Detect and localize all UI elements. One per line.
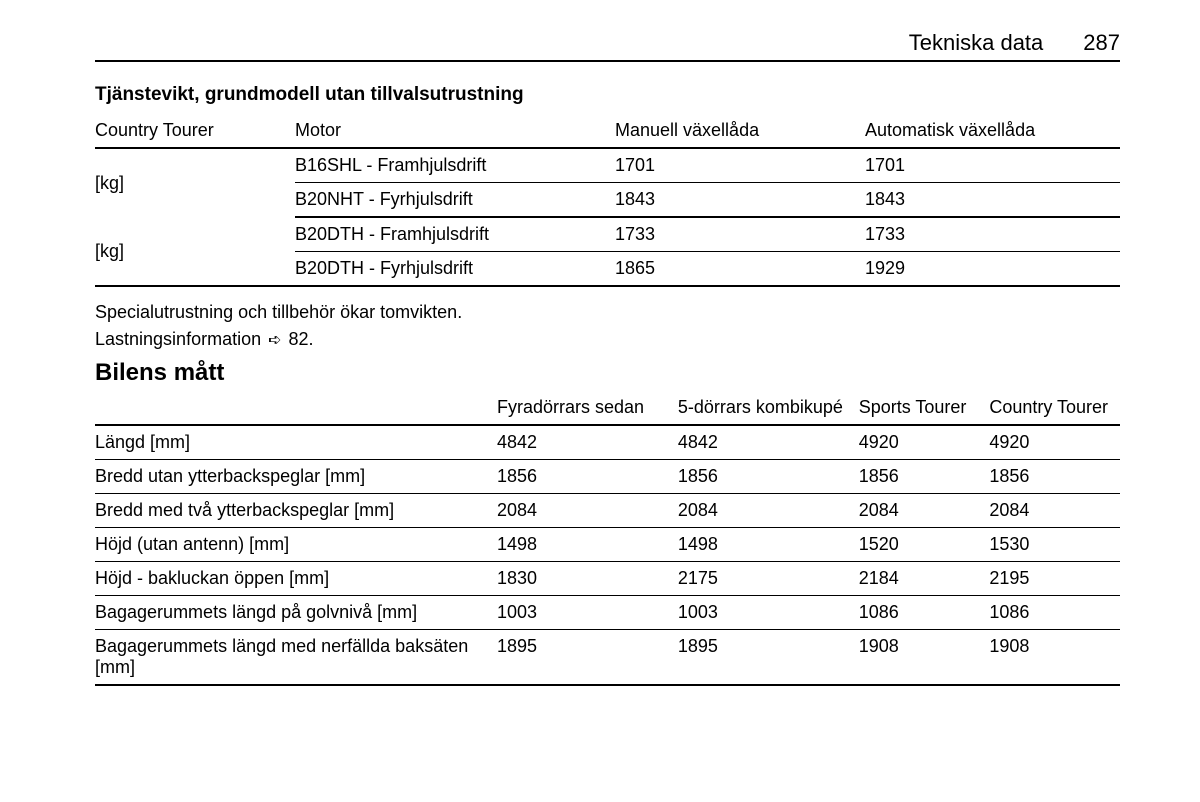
dim-value: 2084 xyxy=(859,494,990,528)
dim-value: 1830 xyxy=(497,562,678,596)
table-row: Bredd utan ytterbackspeglar [mm]18561856… xyxy=(95,460,1120,494)
table-row: [kg] B20DTH - Framhjulsdrift 1733 1733 xyxy=(95,217,1120,252)
col-sedan: Fyradörrars sedan xyxy=(497,391,678,425)
page-header: Tekniska data 287 xyxy=(95,30,1120,62)
dim-value: 2084 xyxy=(989,494,1120,528)
table-row: Längd [mm]4842484249204920 xyxy=(95,425,1120,460)
table-row: Bagagerummets längd på golvnivå [mm]1003… xyxy=(95,596,1120,630)
motor-cell: B20DTH - Framhjulsdrift xyxy=(295,217,615,252)
dimensions-section-title: Bilens mått xyxy=(95,359,1120,387)
page-number: 287 xyxy=(1083,30,1120,56)
dim-value: 1086 xyxy=(859,596,990,630)
col-manual: Manuell växellåda xyxy=(615,116,865,148)
dim-label: Bredd utan ytterbackspeglar [mm] xyxy=(95,460,497,494)
note-text: Specialutrustning och tillbehör ökar tom… xyxy=(95,299,1120,326)
dim-label: Höjd - bakluckan öppen [mm] xyxy=(95,562,497,596)
col-country: Country Tourer xyxy=(989,391,1120,425)
dim-value: 4842 xyxy=(497,425,678,460)
table-row: Höjd (utan antenn) [mm]1498149815201530 xyxy=(95,528,1120,562)
col-model: Country Tourer xyxy=(95,116,295,148)
table-row: [kg] B16SHL - Framhjulsdrift 1701 1701 xyxy=(95,148,1120,183)
auto-cell: 1929 xyxy=(865,252,1120,287)
motor-cell: B16SHL - Framhjulsdrift xyxy=(295,148,615,183)
col-label xyxy=(95,391,497,425)
col-sports: Sports Tourer xyxy=(859,391,990,425)
dim-label: Bagagerummets längd på golvnivå [mm] xyxy=(95,596,497,630)
dim-value: 1856 xyxy=(859,460,990,494)
dim-value: 1520 xyxy=(859,528,990,562)
motor-cell: B20NHT - Fyrhjulsdrift xyxy=(295,183,615,218)
dim-value: 2084 xyxy=(497,494,678,528)
dim-value: 4920 xyxy=(859,425,990,460)
manual-cell: 1865 xyxy=(615,252,865,287)
dim-value: 1895 xyxy=(678,630,859,686)
dim-value: 2175 xyxy=(678,562,859,596)
dim-value: 2184 xyxy=(859,562,990,596)
dim-value: 4920 xyxy=(989,425,1120,460)
auto-cell: 1843 xyxy=(865,183,1120,218)
dim-value: 1908 xyxy=(989,630,1120,686)
dim-value: 1856 xyxy=(678,460,859,494)
manual-cell: 1701 xyxy=(615,148,865,183)
dim-value: 1530 xyxy=(989,528,1120,562)
dim-value: 1003 xyxy=(678,596,859,630)
auto-cell: 1701 xyxy=(865,148,1120,183)
dim-value: 1498 xyxy=(678,528,859,562)
group-label: [kg] xyxy=(95,148,295,217)
dim-value: 1908 xyxy=(859,630,990,686)
table-row: Bagagerummets längd med nerfällda baksät… xyxy=(95,630,1120,686)
page-content: Tekniska data 287 Tjänstevikt, grundmode… xyxy=(0,0,1200,726)
table-row: Höjd - bakluckan öppen [mm]1830217521842… xyxy=(95,562,1120,596)
manual-cell: 1733 xyxy=(615,217,865,252)
dim-value: 1895 xyxy=(497,630,678,686)
dim-label: Höjd (utan antenn) [mm] xyxy=(95,528,497,562)
reference-arrow-icon: ➪ xyxy=(268,329,281,353)
col-kombi: 5-dörrars kombikupé xyxy=(678,391,859,425)
dim-value: 4842 xyxy=(678,425,859,460)
dim-label: Bagagerummets längd med nerfällda baksät… xyxy=(95,630,497,686)
notes-block: Specialutrustning och tillbehör ökar tom… xyxy=(95,299,1120,353)
dim-value: 2195 xyxy=(989,562,1120,596)
col-auto: Automatisk växellåda xyxy=(865,116,1120,148)
note-reference: Lastningsinformation ➪ 82. xyxy=(95,326,1120,353)
weight-section-title: Tjänstevikt, grundmodell utan tillvalsut… xyxy=(95,84,1120,106)
dim-value: 2084 xyxy=(678,494,859,528)
header-title: Tekniska data xyxy=(909,30,1044,56)
col-motor: Motor xyxy=(295,116,615,148)
weight-table: Country Tourer Motor Manuell växellåda A… xyxy=(95,116,1120,287)
dim-label: Längd [mm] xyxy=(95,425,497,460)
dimensions-table: Fyradörrars sedan 5-dörrars kombikupé Sp… xyxy=(95,391,1120,686)
dim-value: 1498 xyxy=(497,528,678,562)
dim-label: Bredd med två ytterbackspeglar [mm] xyxy=(95,494,497,528)
manual-cell: 1843 xyxy=(615,183,865,218)
dim-value: 1856 xyxy=(497,460,678,494)
auto-cell: 1733 xyxy=(865,217,1120,252)
dim-value: 1003 xyxy=(497,596,678,630)
table-row: Bredd med två ytterbackspeglar [mm]20842… xyxy=(95,494,1120,528)
group-label: [kg] xyxy=(95,217,295,286)
dim-value: 1856 xyxy=(989,460,1120,494)
dim-value: 1086 xyxy=(989,596,1120,630)
motor-cell: B20DTH - Fyrhjulsdrift xyxy=(295,252,615,287)
